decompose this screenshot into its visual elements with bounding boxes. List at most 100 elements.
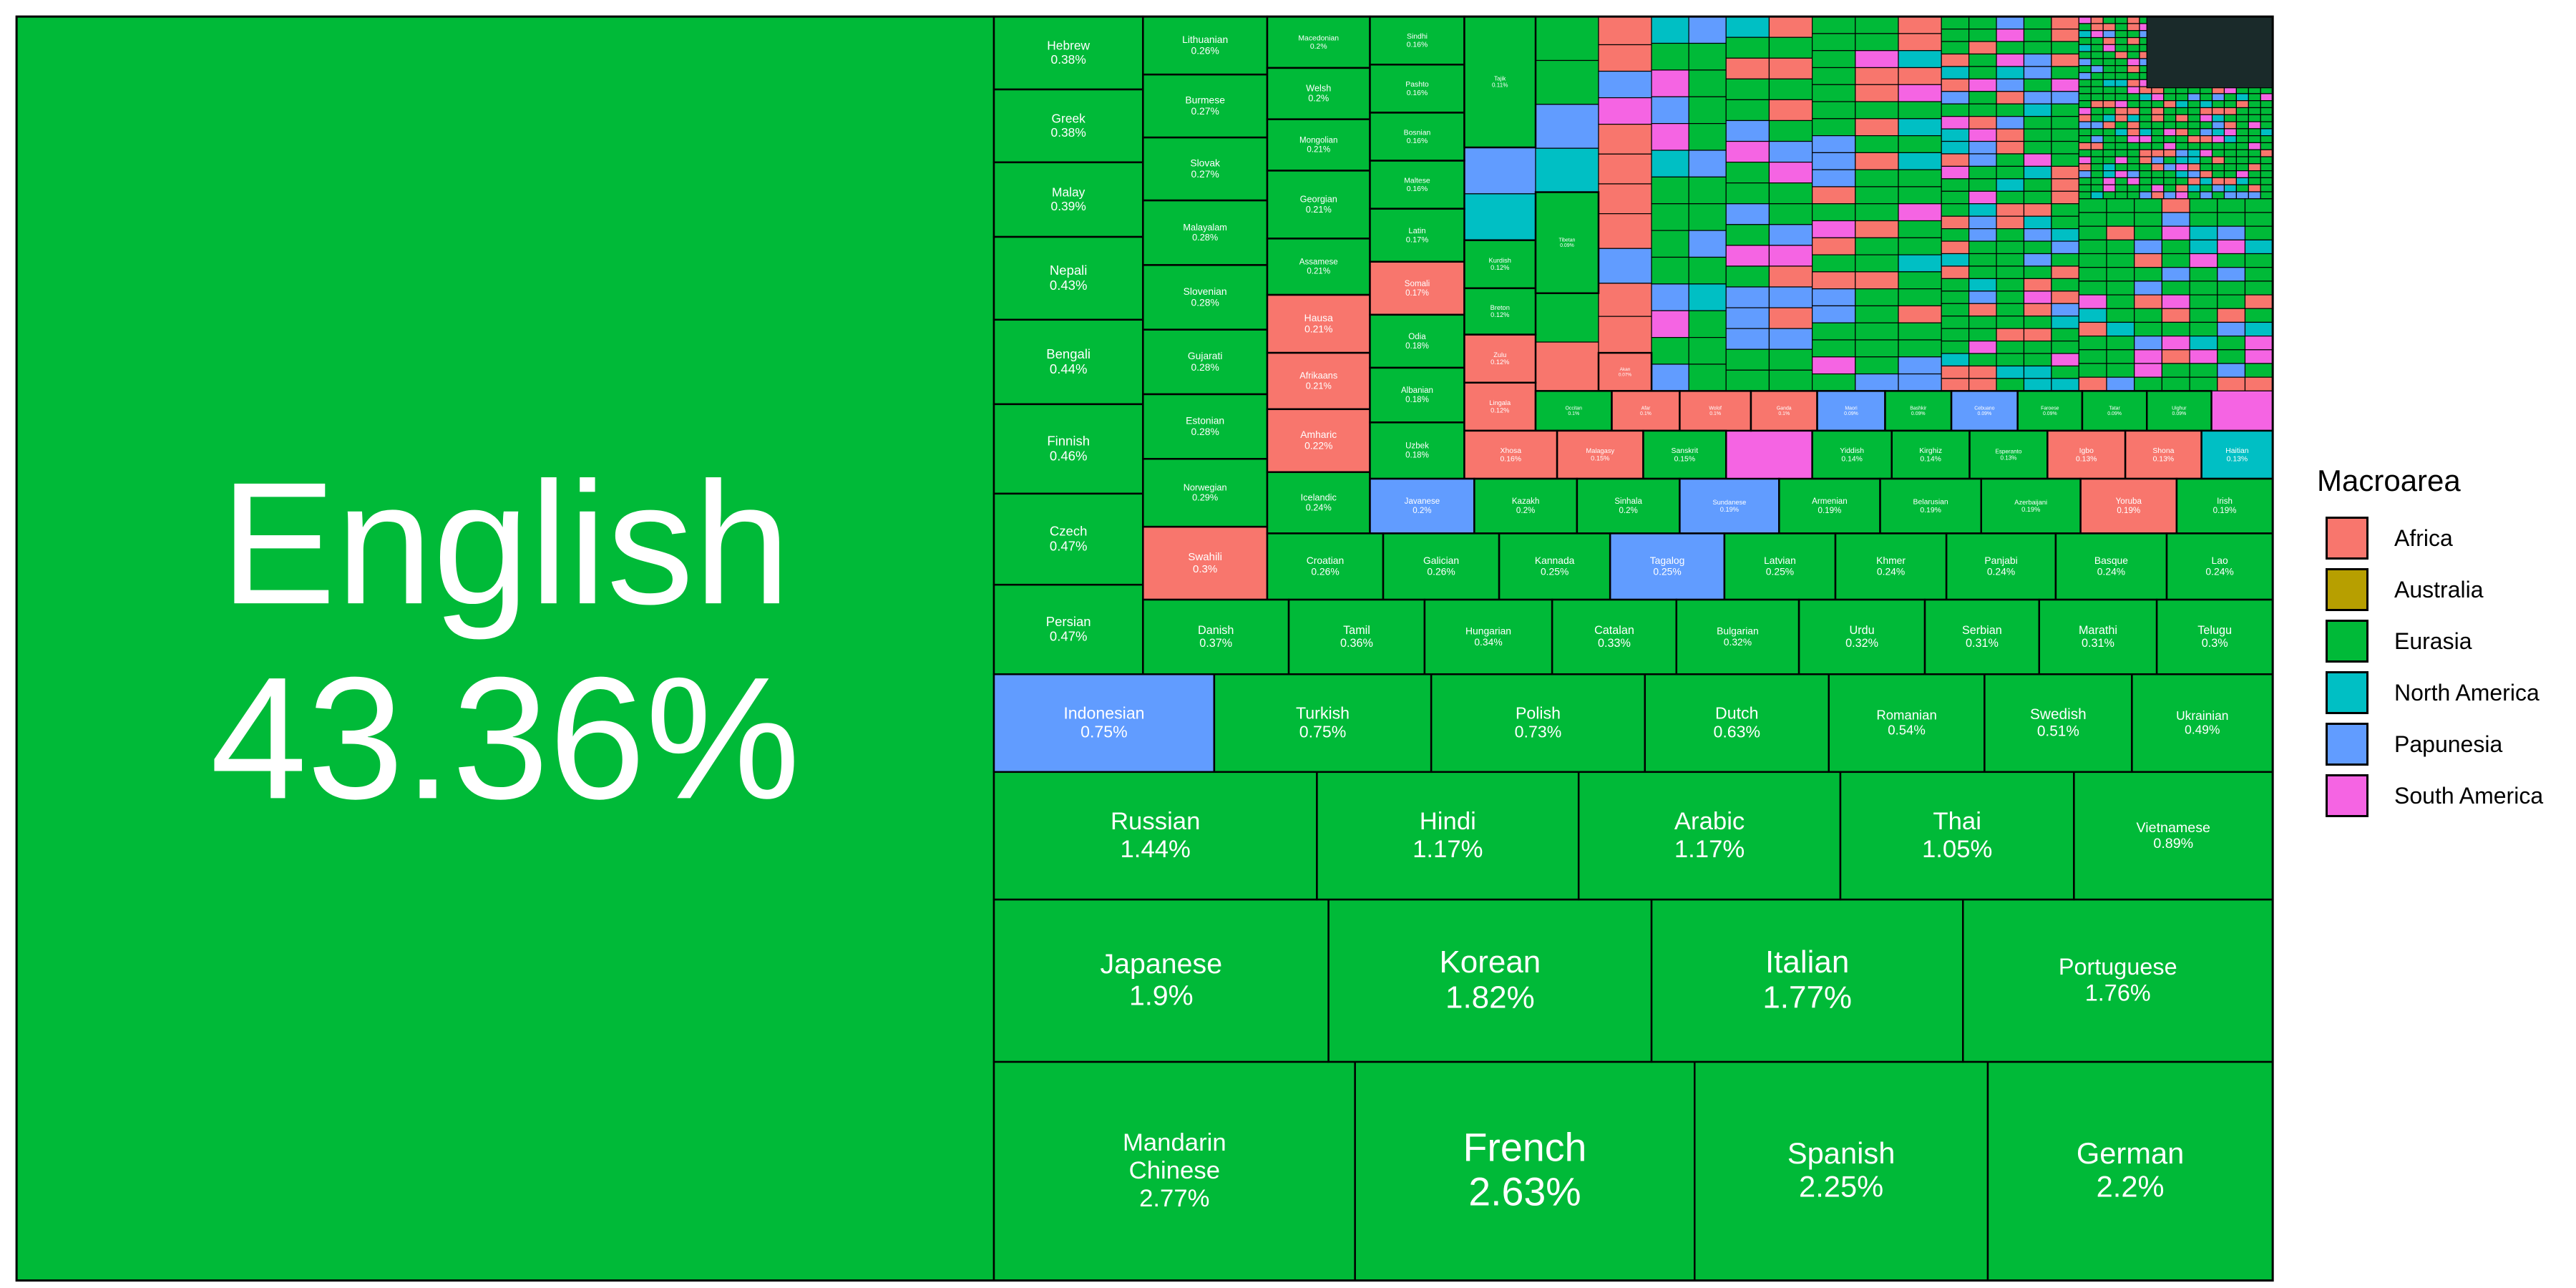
- small-language-tile: [2051, 41, 2079, 55]
- small-language-tile: [2134, 363, 2163, 378]
- label-german: German: [2077, 1136, 2184, 1170]
- small-language-tile: [1968, 153, 1997, 167]
- small-language-tile: [2235, 114, 2249, 122]
- label-faroese: Faroese: [2041, 406, 2059, 411]
- small-language-tile: [2151, 163, 2165, 172]
- small-language-tile: [2023, 128, 2052, 142]
- cell-tagalog: [1609, 532, 1726, 601]
- small-language-tile: [2023, 103, 2052, 117]
- small-language-tile: [1996, 165, 2025, 180]
- small-language-tile: [2090, 79, 2104, 87]
- small-language-tile: [2223, 107, 2237, 115]
- small-language-tile: [2223, 114, 2237, 122]
- small-language-tile: [1768, 307, 1813, 329]
- small-language-tile: [2139, 170, 2152, 179]
- small-language-tile: [2200, 156, 2213, 165]
- value-marathi: 0.31%: [2082, 637, 2114, 650]
- cell-persian: [992, 583, 1144, 675]
- small-language-tile: [1812, 84, 1856, 102]
- label-shona: Shona: [2152, 447, 2174, 455]
- small-language-tile: [2102, 51, 2116, 59]
- small-language-tile: [1855, 339, 1899, 358]
- label-zulu: Zulu: [1493, 351, 1506, 358]
- small-language-tile: [2102, 58, 2116, 67]
- small-language-tile: [2200, 163, 2213, 172]
- small-language-tile: [1768, 286, 1813, 308]
- small-language-tile: [1768, 36, 1813, 59]
- small-language-tile: [2090, 163, 2104, 172]
- value-lingala: 0.12%: [1491, 406, 1509, 414]
- small-language-tile: [1725, 265, 1770, 288]
- small-language-tile: [2078, 363, 2107, 378]
- small-language-tile: [2161, 212, 2190, 227]
- value-welsh: 0.2%: [1308, 93, 1329, 104]
- cell-norwegian: [1142, 458, 1269, 528]
- value-bashkir: 0.09%: [1911, 411, 1926, 416]
- small-language-tile: [2051, 116, 2079, 130]
- small-language-tile: [2023, 28, 2052, 42]
- small-language-tile: [2134, 239, 2163, 255]
- small-language-tile: [2260, 156, 2273, 165]
- small-language-tile: [2139, 156, 2152, 165]
- small-language-tile: [2248, 107, 2261, 115]
- small-language-tile: [2217, 267, 2246, 282]
- small-language-tile: [2102, 30, 2116, 39]
- cell-belarusian: [1879, 477, 1982, 535]
- small-language-tile: [2244, 321, 2273, 337]
- cell-kurdish: [1463, 239, 1537, 290]
- small-language-tile: [2114, 36, 2128, 45]
- value-kirghiz: 0.14%: [1920, 455, 1941, 463]
- small-language-tile: [1941, 291, 1970, 304]
- value-tagalog: 0.25%: [1653, 566, 1681, 577]
- cell-korean: [1327, 898, 1653, 1063]
- small-language-tile: [1812, 373, 1856, 391]
- small-language-tile: [1968, 365, 1997, 379]
- small-language-tile: [2051, 16, 2079, 30]
- small-language-tile: [1855, 135, 1899, 154]
- label-yoruba: Yoruba: [2116, 497, 2142, 506]
- small-language-tile: [1898, 186, 1942, 205]
- value-hindi: 1.17%: [1413, 836, 1483, 863]
- small-language-tile: [2023, 53, 2052, 67]
- small-language-tile: [2244, 198, 2273, 213]
- small-language-tile: [2248, 170, 2261, 179]
- value-khmer: 0.24%: [1877, 566, 1905, 577]
- value-danish: 0.37%: [1199, 637, 1232, 650]
- small-language-tile: [2023, 116, 2052, 130]
- small-language-tile: [2134, 198, 2163, 213]
- small-language-tile: [2023, 278, 2052, 292]
- value-spanish: 2.25%: [1799, 1170, 1883, 1204]
- small-language-tile: [2189, 376, 2218, 391]
- small-language-tile: [2187, 114, 2201, 122]
- small-language-tile: [2114, 128, 2128, 137]
- small-language-tile: [2102, 177, 2116, 185]
- small-language-tile: [1996, 16, 2025, 30]
- small-language-tile: [2051, 91, 2079, 104]
- label-uzbek: Uzbek: [1405, 442, 1429, 451]
- label-croatian: Croatian: [1307, 555, 1344, 566]
- small-language-tile: [1968, 316, 1997, 329]
- label-khmer: Khmer: [1876, 555, 1906, 566]
- label-gujarati: Gujarati: [1188, 350, 1223, 361]
- treemap-frame: [15, 15, 2274, 1282]
- small-language-tile: [1598, 70, 1652, 99]
- label-azerbaijani: Azerbaijani: [2014, 499, 2047, 506]
- small-language-tile: [1725, 369, 1770, 391]
- small-language-tile: [2078, 36, 2092, 45]
- cell-latin: [1369, 208, 1465, 263]
- small-language-tile: [1725, 119, 1770, 142]
- small-language-tile: [2260, 121, 2273, 130]
- small-language-tile: [2235, 121, 2249, 130]
- small-language-tile: [2223, 177, 2237, 185]
- value-lao: 0.24%: [2205, 566, 2233, 577]
- small-language-tile: [2139, 191, 2152, 200]
- label-mandarin-chinese: Chinese: [1129, 1157, 1220, 1184]
- small-language-tile: [2161, 280, 2190, 296]
- small-language-tile: [2023, 66, 2052, 79]
- small-language-tile: [1725, 245, 1770, 267]
- small-language-tile: [2211, 142, 2225, 150]
- value-bengali: 0.44%: [1050, 361, 1088, 376]
- cell-wolof: [1679, 390, 1752, 432]
- small-language-tile: [2102, 156, 2116, 165]
- small-language-tile: [2163, 184, 2177, 192]
